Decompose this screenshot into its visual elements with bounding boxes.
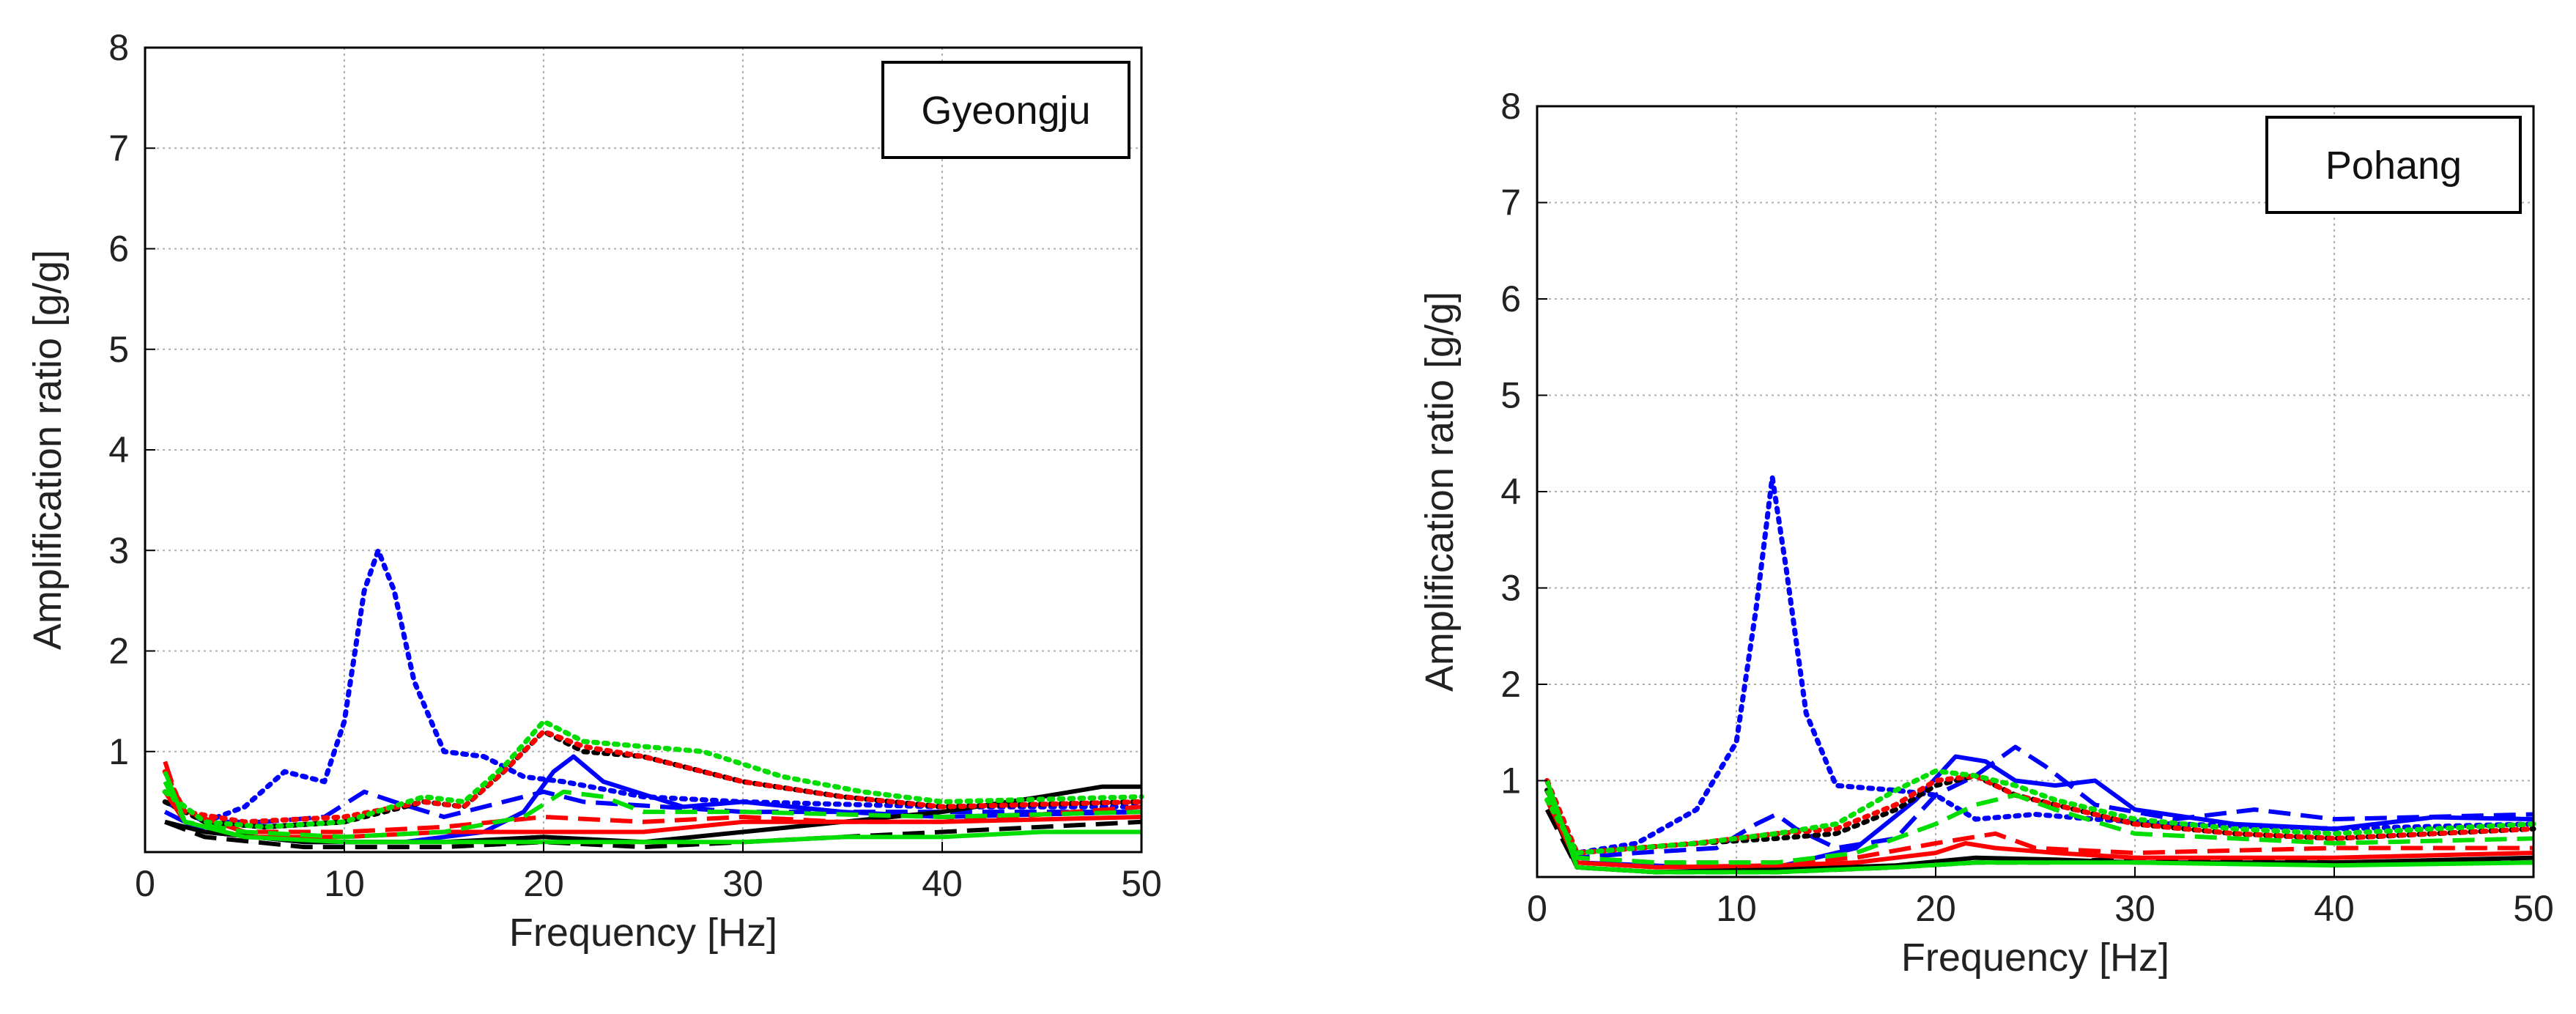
x-tick-label: 10 (1716, 888, 1757, 929)
x-tick-label: 20 (523, 863, 564, 904)
series-line-green-dotted (1544, 768, 2536, 856)
series-line-green-dotted (162, 719, 1144, 830)
series-line-green-dashed (163, 780, 1142, 840)
y-tick-label: 8 (1500, 86, 1521, 127)
series-line-green-solid (1544, 780, 2534, 875)
y-tick-label: 1 (108, 731, 129, 772)
x-tick-label: 20 (1915, 888, 1956, 929)
y-tick-label: 2 (108, 631, 129, 672)
y-tick-label: 5 (1500, 375, 1521, 416)
y-tick-label: 7 (108, 127, 129, 169)
series-line-red-solid (1544, 799, 2534, 870)
y-tick-label: 6 (1500, 278, 1521, 319)
site-label-box (2265, 116, 2522, 214)
x-tick-label: 30 (2114, 888, 2155, 929)
series-line-red-dotted (1544, 773, 2536, 856)
x-axis-label: Frequency [Hz] (509, 911, 777, 955)
series-line-red-dashed (1544, 789, 2534, 865)
y-tick-label: 5 (108, 329, 129, 370)
y-tick-label: 8 (108, 27, 129, 68)
y-tick-label: 2 (1500, 664, 1521, 705)
x-tick-label: 40 (922, 863, 963, 904)
x-tick-label: 0 (135, 863, 155, 904)
gyeongju-panel: 0 10 20 30 40 50 1 2 3 4 5 6 7 8 Frequency [Hz] Amplifi… (26, 27, 1162, 955)
y-tick-label: 4 (108, 429, 129, 470)
series-line-black-dashed (164, 819, 1142, 850)
site-label-gyeongju: Gyeongju (921, 89, 1090, 133)
y-axis-label: Amplification ratio [g/g] (26, 250, 70, 650)
y-tick-label: 1 (1500, 760, 1521, 802)
y-tick-label: 3 (1500, 568, 1521, 609)
site-label-pohang: Pohang (2325, 144, 2462, 188)
series-line-red-dotted (162, 728, 1144, 825)
y-tick-label: 3 (108, 530, 129, 571)
series-line-green-solid (163, 771, 1141, 845)
y-tick-label: 7 (1500, 182, 1521, 223)
x-tick-label: 50 (1121, 863, 1162, 904)
x-tick-label: 0 (1527, 888, 1547, 929)
y-tick-label: 6 (108, 229, 129, 270)
x-axis-label: Frequency [Hz] (1901, 936, 2169, 980)
x-tick-label: 10 (324, 863, 365, 904)
pohang-panel: 0 10 20 30 40 50 1 2 3 4 5 6 7 8 Frequency [Hz] Amplifi… (1418, 86, 2554, 980)
x-tick-label: 30 (722, 863, 763, 904)
x-tick-label: 50 (2513, 888, 2554, 929)
series-line-green-dashed (1544, 789, 2534, 865)
y-axis-label: Amplification ratio [g/g] (1418, 292, 1462, 692)
y-tick-label: 4 (1500, 471, 1521, 512)
site-label-box (881, 61, 1130, 159)
x-tick-label: 40 (2314, 888, 2355, 929)
